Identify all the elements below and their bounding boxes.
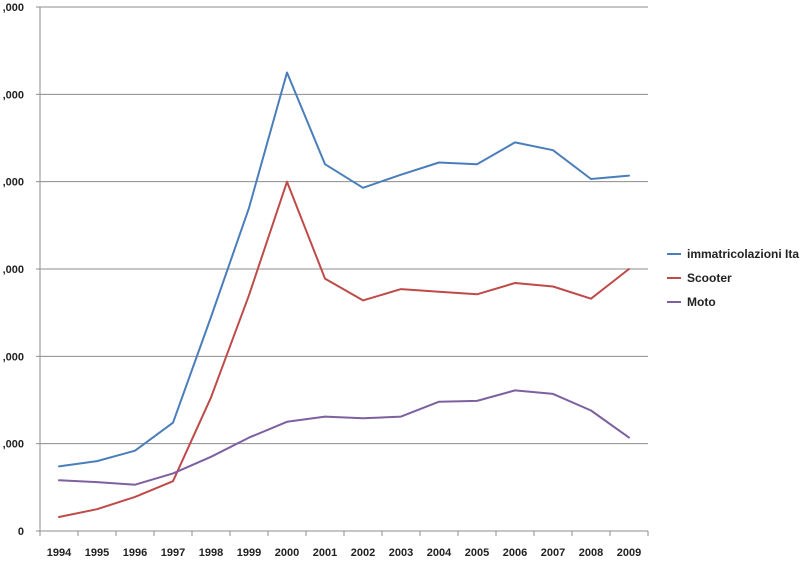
x-tick-label: 1998 [199,547,223,559]
x-tick-label: 1999 [237,547,261,559]
legend-label: Moto [687,295,716,309]
legend-label: immatricolazioni Ita [687,247,799,261]
x-tick-label: 2009 [617,547,641,559]
x-tick-label: 1994 [47,547,72,559]
gridlines [40,6,648,445]
y-tick-label: ,000 [3,264,24,276]
axes [36,6,649,536]
series-line-1 [58,180,630,518]
x-tick-label: 2005 [465,547,489,559]
x-tick-label: 1996 [123,547,147,559]
y-tick-label: ,000 [3,177,24,189]
legend-label: Scooter [687,271,732,285]
x-tick-label: 2001 [313,547,337,559]
x-tick-label: 1995 [85,547,109,559]
x-tick-label: 2004 [427,547,452,559]
y-tick-label: ,000 [3,439,24,451]
y-axis-tick-labels: 0 ,000 ,000 ,000 ,000 ,000 ,000 [3,2,24,538]
series-line-0 [58,71,630,468]
x-tick-label: 2003 [389,547,413,559]
x-tick-label: 2007 [541,547,565,559]
legend: immatricolazioni Ita Scooter Moto [667,247,799,309]
x-axis-tick-labels: 1994 1995 1996 1997 1998 1999 2000 2001 2002 2003… [47,547,641,559]
series-line-2 [58,389,630,486]
y-tick-label: ,000 [3,351,24,363]
x-tick-label: 2000 [275,547,299,559]
x-tick-label: 2002 [351,547,375,559]
x-tick-label: 1997 [161,547,185,559]
y-tick-label: ,000 [3,2,24,14]
y-tick-label: 0 [18,526,24,538]
series-lines [58,71,630,518]
x-tick-label: 2008 [579,547,603,559]
y-tick-label: ,000 [3,89,24,101]
x-tick-label: 2006 [503,547,527,559]
